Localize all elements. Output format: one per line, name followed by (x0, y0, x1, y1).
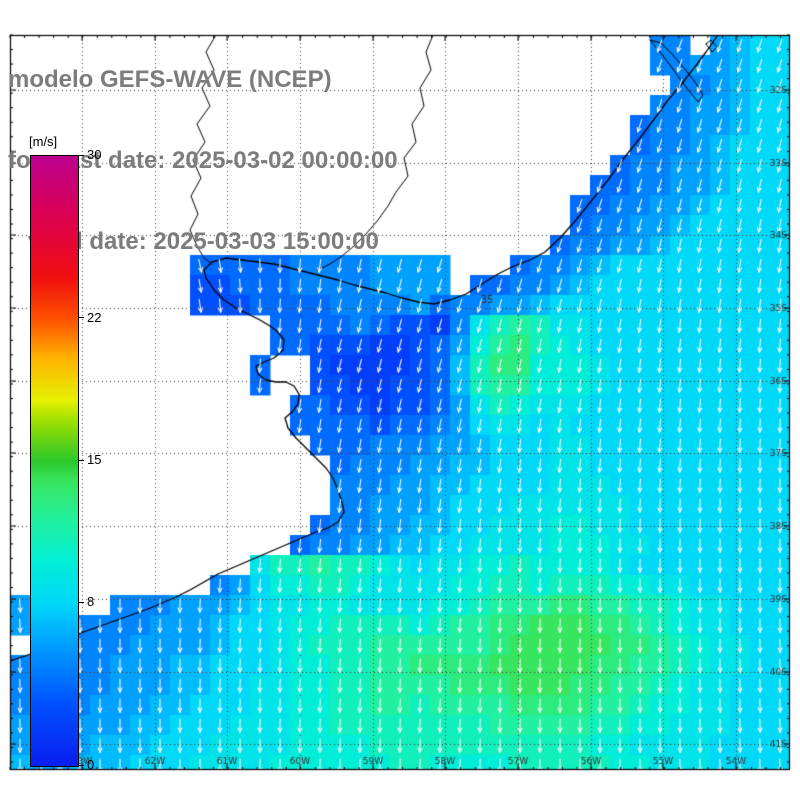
model-title: modelo GEFS-WAVE (NCEP) (8, 66, 332, 93)
title-block: modelo GEFS-WAVE (NCEP) forecast date: 2… (8, 12, 398, 309)
forecast-date-line: forecast date: 2025-03-02 00:00:00 (8, 147, 398, 174)
valid-date-line: valid date: 2025-03-03 15:00:00 (8, 228, 379, 255)
